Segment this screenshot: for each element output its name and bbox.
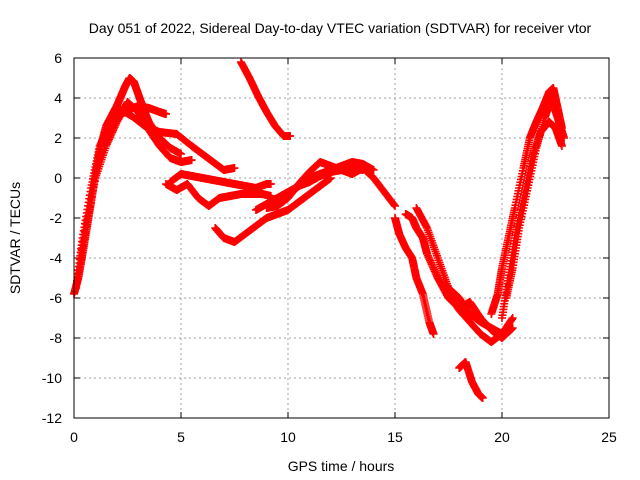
y-tick-label: 4 xyxy=(54,90,62,106)
y-tick-label: -12 xyxy=(42,410,62,426)
y-tick-label: -10 xyxy=(42,370,62,386)
x-tick-label: 20 xyxy=(494,429,510,445)
data-point xyxy=(162,110,171,118)
data-point xyxy=(230,164,239,172)
series-arc-8 xyxy=(236,58,295,140)
data-point xyxy=(508,314,517,322)
data-point xyxy=(391,202,399,210)
series-arc-19 xyxy=(502,94,569,302)
y-tick-label: -4 xyxy=(50,250,63,266)
y-tick-label: 0 xyxy=(54,170,62,186)
series-arc-15 xyxy=(433,274,506,346)
data-point xyxy=(478,394,487,402)
series-arc-6 xyxy=(162,180,275,210)
data-point xyxy=(187,156,196,164)
data-point xyxy=(498,330,506,338)
chart-title: Day 051 of 2022, Sidereal Day-to-day VTE… xyxy=(89,20,592,36)
series-arc-16 xyxy=(455,358,487,402)
x-axis-label: GPS time / hours xyxy=(288,458,395,474)
x-tick-label: 25 xyxy=(601,429,617,445)
y-axis-label: SDTVAR / TECUs xyxy=(7,182,23,294)
x-tick-label: 15 xyxy=(387,429,403,445)
series-arc-5 xyxy=(166,170,275,192)
data-point xyxy=(560,134,569,142)
x-tick-label: 5 xyxy=(177,429,185,445)
y-tick-label: -6 xyxy=(50,290,63,306)
data-marks xyxy=(70,58,569,402)
y-tick-label: -2 xyxy=(50,210,63,226)
x-tick-label: 10 xyxy=(280,429,296,445)
series-arc-11 xyxy=(273,158,378,208)
data-point xyxy=(557,142,566,150)
series-arc-7 xyxy=(211,174,335,246)
y-tick-label: 2 xyxy=(54,130,62,146)
data-point xyxy=(508,324,517,332)
series-arc-12 xyxy=(391,214,438,338)
series-arc-4 xyxy=(102,102,171,138)
data-point xyxy=(429,330,438,338)
data-point xyxy=(369,166,378,174)
data-point xyxy=(177,150,185,158)
y-tick-label: 6 xyxy=(54,50,62,66)
x-tick-label: 0 xyxy=(70,429,78,445)
data-point xyxy=(266,180,275,188)
data-point xyxy=(286,132,295,140)
y-tick-label: -8 xyxy=(50,330,63,346)
plot-frame xyxy=(73,57,610,419)
series-arc-3 xyxy=(72,106,239,292)
